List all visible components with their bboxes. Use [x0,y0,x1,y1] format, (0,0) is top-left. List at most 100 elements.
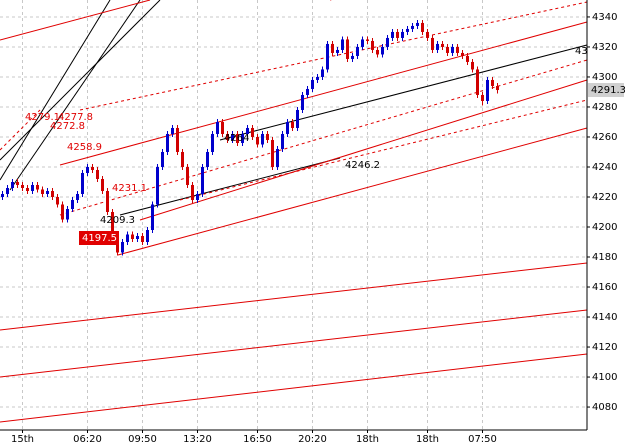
candle-body [286,121,289,134]
candle-body [161,151,164,167]
y-tick-label: 4260 [592,132,617,143]
candle-body [296,109,299,128]
candle-body [76,193,79,200]
candle-body [436,43,439,50]
candle-body [371,40,374,50]
candle-body [401,31,404,38]
candle-body [111,211,114,235]
candles [1,19,499,256]
candle-body [36,184,39,190]
y-tick-label: 4140 [592,312,617,323]
candle-body [46,190,49,194]
channel-line [59,21,588,166]
x-tick-label: 20:20 [298,434,327,445]
channel-line [117,127,588,256]
candle-body [451,46,454,53]
annotation: 4197.5 [82,233,117,244]
candle-body [396,31,399,38]
candle-body [6,187,9,194]
candle-body [151,204,154,231]
candle-body [326,43,329,70]
channel-line [0,309,588,378]
candle-body [366,39,369,41]
candle-body [31,184,34,191]
trend-line [219,44,588,141]
channel-dashed [59,59,588,216]
candle-body [61,204,64,220]
candle-body [1,193,4,197]
candle-body [51,190,54,197]
candle-body [496,85,499,91]
candle-body [446,46,449,53]
channel-line [139,79,588,221]
axes: 4080 4100 4120 4140 4160 4180 4200 4220 4240 4260… [11,12,625,445]
annotation: 4246.2 [345,160,380,171]
candle-body [251,127,254,137]
candle-body [336,49,339,53]
candle-body [141,236,144,243]
y-tick-label: 4340 [592,12,617,23]
y-tick-label: 4280 [592,102,617,113]
candle-body [241,133,244,143]
candle-body [441,43,444,47]
candle-body [21,184,24,188]
candle-body [391,31,394,38]
x-tick-label: 06:20 [73,434,102,445]
candle-body [246,127,249,134]
candle-body [271,139,274,167]
candle-body [466,55,469,62]
y-tick-label: 4320 [592,42,617,53]
x-tick-label: 09:50 [128,434,157,445]
channel-line [0,353,588,423]
candle-body [166,133,169,152]
candle-body [406,28,409,32]
candle-body [311,79,314,89]
candle-body [156,166,159,205]
channel-dashed [79,1,588,111]
candle-body [106,190,109,212]
current-price: 4291.3 [591,85,625,96]
trend-line [0,0,111,181]
candle-body [211,133,214,152]
annotations: 4279.1 4277.8 4272.8 4258.9 4231.1 4209.… [25,46,588,245]
annotation: 4258.9 [67,142,102,153]
candle-body [416,22,419,26]
channel-line [0,262,588,331]
candle-body [86,166,89,173]
candle-body [266,133,269,140]
annotation: 4209.3 [100,215,135,226]
candle-body [191,184,194,200]
annotation: 4272.8 [50,121,85,132]
annotation: 4277.8 [58,112,93,123]
candle-body [231,133,234,140]
candle-body [181,151,184,167]
candle-body [206,151,209,167]
current-price-box [588,83,624,98]
candle-body [361,39,364,47]
candle-body [81,172,84,194]
x-tick-label: 16:50 [243,434,272,445]
candle-body [96,169,99,179]
candle-body [276,148,279,167]
candle-body [11,181,14,188]
x-tick-label: 13:20 [183,434,212,445]
annotation: 4264 [224,133,249,144]
candle-body [56,196,59,205]
candle-body [471,61,474,70]
annotation: 4231.1 [112,183,147,194]
channel-line [0,0,151,41]
candle-body [491,79,494,86]
y-tick-label: 4100 [592,372,617,383]
candle-body [146,230,149,243]
candle-body [376,49,379,55]
annotation-box [79,231,119,245]
candle-body [341,39,344,50]
trend-line [9,0,141,191]
y-tick-label: 4080 [592,402,617,413]
x-tick-label: 18th [356,434,379,445]
candle-body [131,234,134,240]
annotation: 4279.1 [25,112,60,123]
y-tick-label: 4120 [592,342,617,353]
candle-body [256,136,259,145]
